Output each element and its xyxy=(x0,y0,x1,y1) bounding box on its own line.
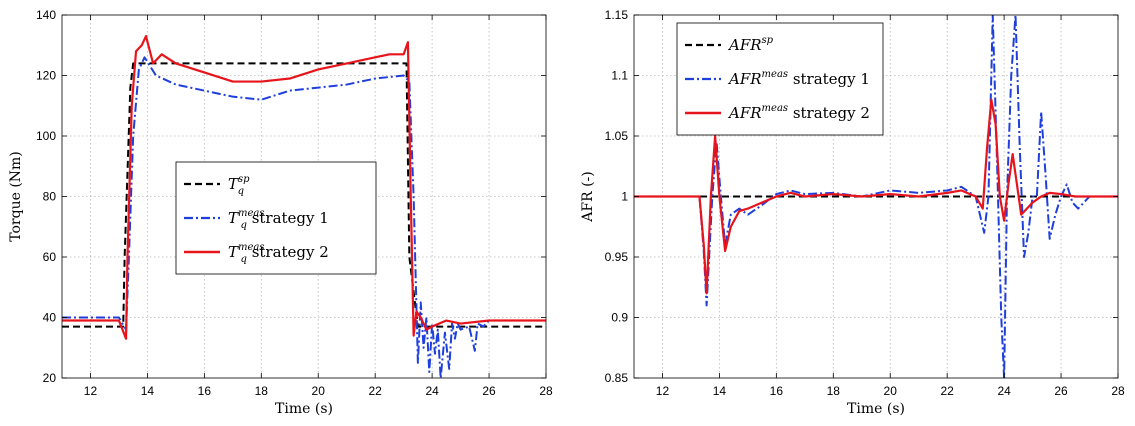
chart0-ytick-label-6: 140 xyxy=(36,8,56,22)
chart1-xtick-label-4: 20 xyxy=(884,384,898,398)
chart0-legend-label-1: Tmeas q strategy 1 xyxy=(228,208,329,231)
chart0-xtick-label-4: 20 xyxy=(312,384,326,398)
chart0-xtick-label-2: 16 xyxy=(198,384,212,398)
chart0-series-0 xyxy=(62,62,546,328)
chart0-y-axis-label: Torque (Nm) xyxy=(8,151,24,242)
chart1-ytick-label-3: 1 xyxy=(621,190,628,204)
chart1-ytick-label-4: 1.05 xyxy=(605,129,629,143)
chart1-xtick-label-6: 24 xyxy=(997,384,1011,398)
chart1-xtick-label-2: 16 xyxy=(770,384,784,398)
chart1-xtick-label-7: 26 xyxy=(1054,384,1068,398)
chart1-xtick-label-1: 14 xyxy=(713,384,727,398)
torque-chart: 12 14 16 18 20 22 24 26 28 20 40 60 80 100 120 140 Time … xyxy=(8,8,553,417)
chart1-x-axis-label: Time (s) xyxy=(847,401,905,417)
chart0-x-axis-label: Time (s) xyxy=(275,401,333,417)
chart1-legend: AFRsp AFRmeas strategy 1 AFRmeas strategy … xyxy=(676,22,884,136)
chart0-ytick-label-2: 60 xyxy=(43,250,57,264)
chart0-xtick-label-8: 28 xyxy=(539,384,553,398)
chart0-xtick-label-7: 26 xyxy=(482,384,496,398)
chart0-xtick-label-3: 18 xyxy=(255,384,269,398)
chart1-xtick-label-0: 12 xyxy=(656,384,670,398)
chart1-legend-label-1: AFRmeas strategy 1 xyxy=(727,69,870,88)
chart1-xtick-label-5: 22 xyxy=(940,384,954,398)
chart0-legend-label-0: Tsp q xyxy=(228,174,250,197)
chart1-xtick-label-3: 18 xyxy=(827,384,841,398)
chart0-xtick-label-6: 24 xyxy=(425,384,439,398)
chart1-y-axis-label: AFR (-) xyxy=(580,171,596,222)
chart0-ytick-label-0: 20 xyxy=(43,371,57,385)
chart0-legend: Tsp q Tmeas q strategy 1 Tmeas q strategy 2 xyxy=(175,161,377,275)
chart0-series-2 xyxy=(62,35,546,340)
chart1-xtick-label-8: 28 xyxy=(1111,384,1125,398)
chart0-xtick-label-1: 14 xyxy=(141,384,155,398)
chart0-xtick-label-0: 12 xyxy=(84,384,98,398)
chart0-ytick-label-1: 40 xyxy=(43,311,57,325)
chart0-ytick-label-4: 100 xyxy=(36,129,56,143)
chart1-legend-box xyxy=(676,22,884,136)
chart0-ytick-label-5: 120 xyxy=(36,69,56,83)
chart1-legend-label-2: AFRmeas strategy 2 xyxy=(727,103,870,122)
chart1-series-2 xyxy=(634,98,1118,295)
chart1-legend-label-0: AFRsp xyxy=(727,35,774,54)
chart1-ytick-label-0: 0.85 xyxy=(605,371,629,385)
chart1-ytick-label-1: 0.9 xyxy=(611,311,628,325)
chart0-xtick-label-5: 22 xyxy=(368,384,382,398)
chart1-ytick-label-5: 1.1 xyxy=(611,69,628,83)
afr-chart: 12 14 16 18 20 22 24 26 28 0.85 0.9 0.95 1 1.05 1.1 1.1… xyxy=(580,8,1125,417)
chart0-ytick-label-3: 80 xyxy=(43,190,57,204)
chart1-ytick-label-6: 1.15 xyxy=(605,8,629,22)
chart0-legend-label-2: Tmeas q strategy 2 xyxy=(228,242,329,265)
chart0-series-1 xyxy=(62,56,546,378)
chart1-ytick-label-2: 0.95 xyxy=(605,250,629,264)
